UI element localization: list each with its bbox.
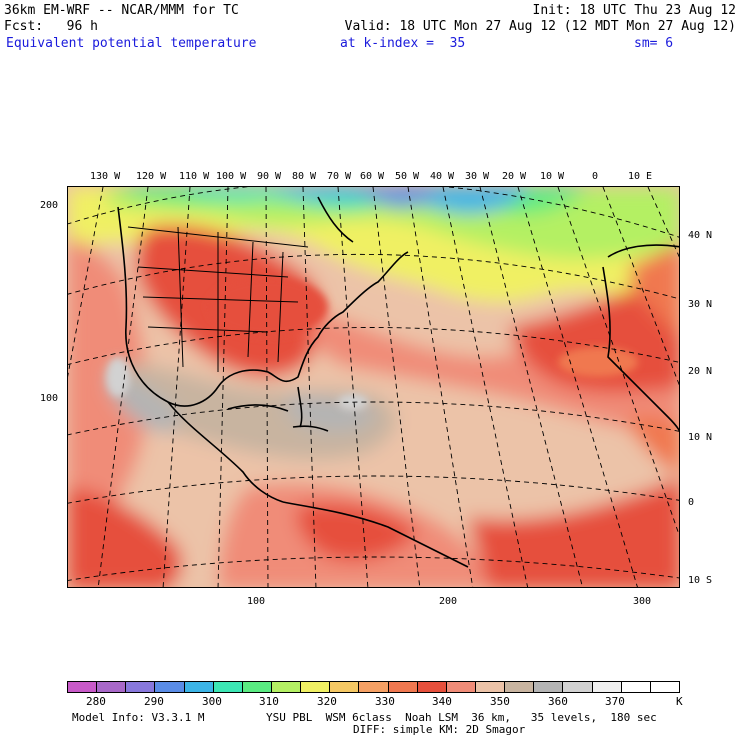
lon-label: 20 W (502, 171, 527, 182)
lon-label: 130 W (90, 171, 121, 182)
lon-label: 10 W (540, 171, 565, 182)
colorbar-label: 300 (202, 695, 222, 708)
colorbar-label: 360 (548, 695, 568, 708)
colorbar (67, 681, 680, 693)
colorbar-label: 350 (490, 695, 510, 708)
colorbar-swatch (534, 682, 564, 692)
colorbar-swatch (330, 682, 360, 692)
lon-label: 50 W (395, 171, 420, 182)
colorbar-label: 320 (317, 695, 337, 708)
colorbar-label: 340 (432, 695, 452, 708)
forecast-hour: Fcst: 96 h (4, 19, 98, 34)
lat-label: 10 N (688, 432, 713, 443)
colorbar-swatch (446, 682, 476, 692)
model-info: Model Info: V3.3.1 M (72, 711, 205, 724)
colorbar-swatch (359, 682, 389, 692)
lon-label: 30 W (465, 171, 490, 182)
lon-label: 70 W (327, 171, 352, 182)
smoothing-info: sm= 6 (634, 36, 674, 51)
physics-info: YSU PBL WSM 6class Noah LSM 36 km, 35 le… (266, 711, 657, 724)
init-time: Init: 18 UTC Thu 23 Aug 12 (532, 3, 737, 18)
x-grid-label: 200 (439, 596, 458, 607)
colorbar-label: 370 (605, 695, 625, 708)
map-graphic (68, 187, 679, 587)
colorbar-swatch (213, 682, 243, 692)
x-grid-label: 300 (633, 596, 652, 607)
lat-label: 10 S (688, 575, 713, 586)
colorbar-label: 330 (375, 695, 395, 708)
colorbar-swatch (126, 682, 156, 692)
colorbar-swatch (97, 682, 127, 692)
colorbar-swatch (592, 682, 622, 692)
colorbar-label: 310 (259, 695, 279, 708)
lon-label: 80 W (292, 171, 317, 182)
x-grid-label: 100 (247, 596, 266, 607)
colorbar-swatch (271, 682, 302, 692)
colorbar-swatch (475, 682, 506, 692)
lon-label: 100 W (216, 171, 247, 182)
lat-label: 30 N (688, 299, 713, 310)
colorbar-swatch (68, 682, 98, 692)
model-title: 36km EM-WRF -- NCAR/MMM for TC (4, 3, 239, 18)
lon-label: 120 W (136, 171, 167, 182)
theta-e-map (67, 186, 680, 588)
lon-label: 110 W (179, 171, 210, 182)
y-grid-label: 200 (40, 200, 59, 211)
lon-label: 0 (592, 171, 599, 182)
lon-label: 60 W (360, 171, 385, 182)
colorbar-swatch (650, 682, 679, 692)
level-info: at k-index = 35 (340, 36, 466, 51)
lat-label: 0 (688, 497, 695, 508)
y-grid-label: 100 (40, 393, 59, 404)
diffusion-info: DIFF: simple KM: 2D Smagor (353, 723, 526, 736)
colorbar-swatch (242, 682, 272, 692)
colorbar-swatch (417, 682, 447, 692)
lon-label: 10 E (628, 171, 653, 182)
colorbar-swatch (505, 682, 535, 692)
lon-label: 90 W (257, 171, 282, 182)
colorbar-swatch (155, 682, 185, 692)
lat-label: 20 N (688, 366, 713, 377)
colorbar-label: 290 (144, 695, 164, 708)
colorbar-label: K (676, 695, 683, 708)
valid-time: Valid: 18 UTC Mon 27 Aug 12 (12 MDT Mon … (344, 19, 736, 34)
colorbar-swatch (184, 682, 214, 692)
colorbar-swatch (563, 682, 593, 692)
colorbar-label: 280 (86, 695, 106, 708)
colorbar-swatch (301, 682, 331, 692)
lat-label: 40 N (688, 230, 713, 241)
lon-label: 40 W (430, 171, 455, 182)
colorbar-swatch (621, 682, 651, 692)
colorbar-swatch (388, 682, 418, 692)
field-name: Equivalent potential temperature (6, 36, 257, 51)
